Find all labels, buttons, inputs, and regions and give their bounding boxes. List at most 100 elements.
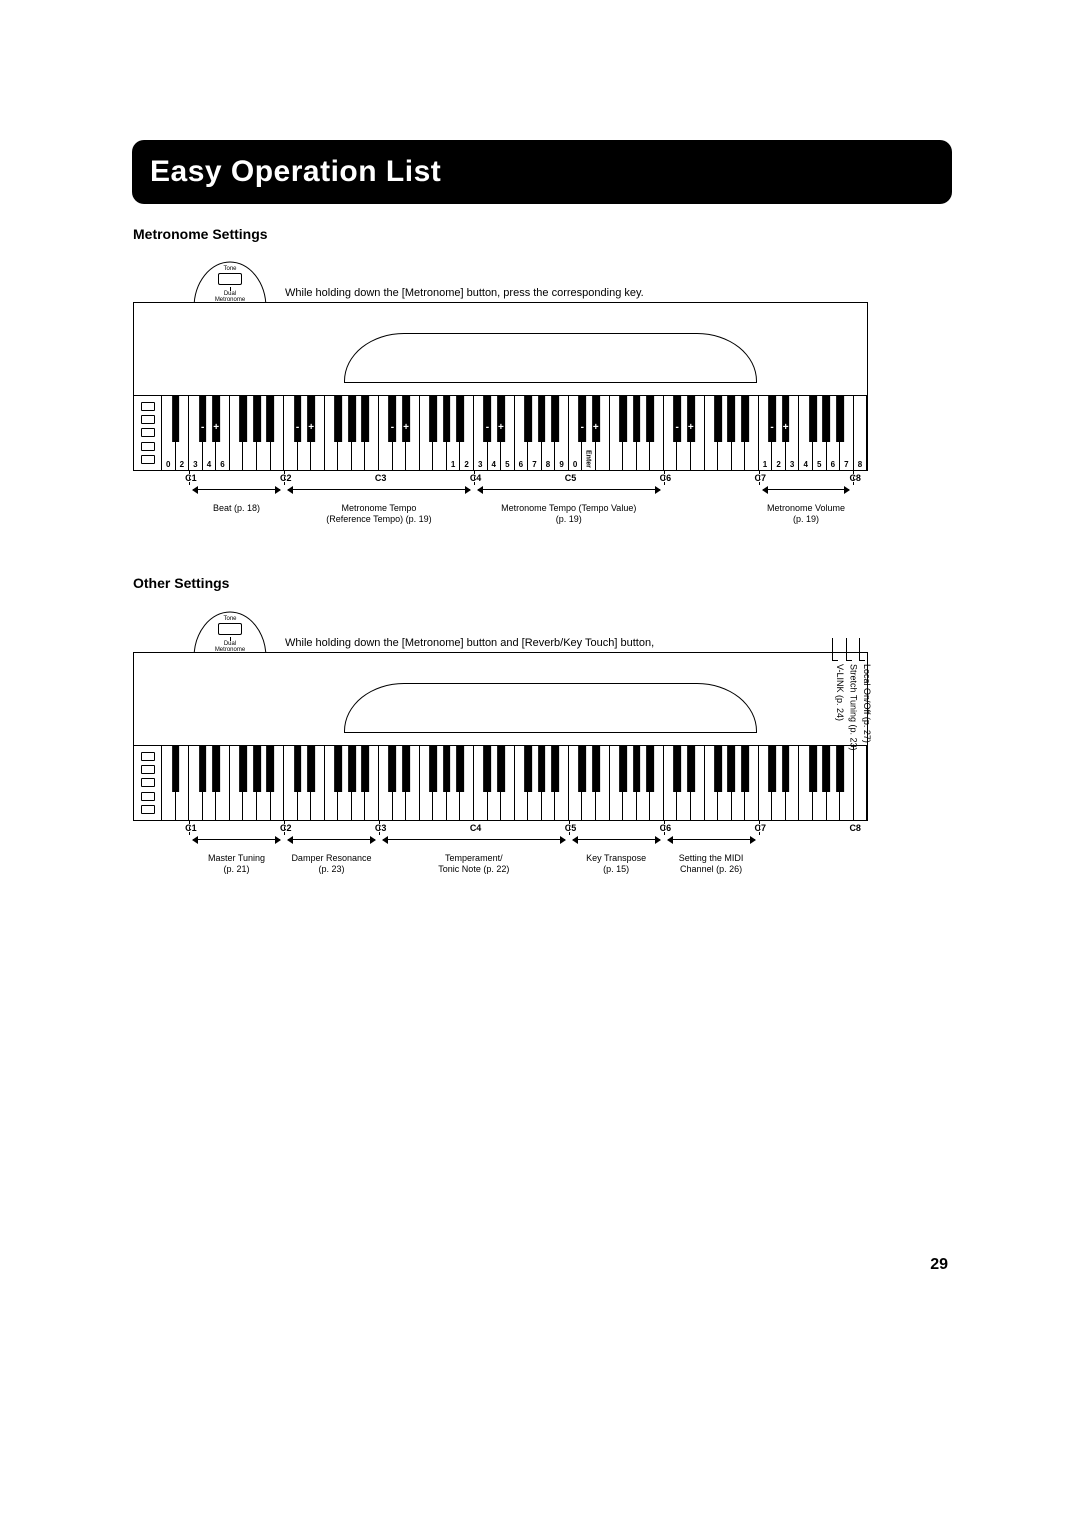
section1-heading: Metronome Settings [133, 226, 268, 242]
octave-label: C4 [470, 823, 482, 833]
tone-button-icon [218, 273, 242, 285]
minus-icon: - [484, 422, 492, 433]
plus-icon: + [497, 422, 505, 433]
black-key [361, 396, 369, 442]
page-title-bar: Easy Operation List [132, 140, 952, 204]
plus-icon: + [782, 422, 790, 433]
black-key [646, 396, 654, 442]
plus-icon: + [307, 422, 315, 433]
range-dash [189, 471, 190, 485]
white-key: 8 [854, 396, 868, 470]
white-key-label: 7 [528, 460, 541, 469]
manual-page: Easy Operation List Metronome Settings T… [0, 0, 1080, 1528]
range-arrow [478, 489, 660, 490]
range-label: Metronome Tempo (Tempo Value) (p. 19) [454, 503, 684, 526]
octave-label: C4 [470, 473, 482, 483]
range-arrow [668, 839, 755, 840]
black-key [307, 396, 315, 442]
range-dash [569, 821, 570, 835]
range-label: Setting the MIDI Channel (p. 26) [644, 853, 779, 876]
black-key [578, 396, 586, 442]
vertical-label: Local On/Off (p. 27) [861, 664, 872, 743]
white-key-label: 9 [555, 460, 568, 469]
vertical-leader-hook [846, 660, 852, 662]
octave-label: C1 [185, 473, 197, 483]
white-key-label: 5 [501, 460, 514, 469]
minus-icon: - [768, 422, 776, 433]
octave-label: C5 [565, 473, 577, 483]
octave-label: C8 [849, 823, 861, 833]
black-key [456, 396, 464, 442]
white-key-label: 0 [162, 460, 175, 469]
panel-btn-icon [141, 792, 155, 801]
music-stand-1 [344, 333, 757, 383]
range-dash [474, 471, 475, 485]
range-arrow [573, 839, 660, 840]
black-key [267, 396, 275, 442]
black-key [551, 396, 559, 442]
black-key [172, 396, 180, 442]
white-key-label: 0 [569, 460, 582, 469]
plus-icon: + [212, 422, 220, 433]
black-key [253, 396, 261, 442]
vertical-leader-hook [859, 660, 865, 662]
piano-diagram-2: C1C2C3C4C5C6C7C8 Master Tuning (p. 21)Da… [133, 652, 868, 827]
vertical-leader-line [832, 638, 834, 660]
arrow-row-1 [133, 485, 868, 503]
plus-icon: + [592, 422, 600, 433]
black-key [782, 396, 790, 442]
minus-icon: - [389, 422, 397, 433]
black-key [294, 396, 302, 442]
black-key [741, 396, 749, 442]
octave-label: C8 [849, 473, 861, 483]
black-key [809, 396, 817, 442]
black-key [334, 396, 342, 442]
range-dash [284, 821, 285, 835]
black-key [239, 396, 247, 442]
black-key [389, 396, 397, 442]
vertical-leader-line [846, 638, 848, 660]
white-key-label: 2 [772, 460, 785, 469]
panel-btn-icon [141, 428, 155, 437]
section1-instruction: While holding down the [Metronome] butto… [285, 286, 644, 301]
vertical-label: V-LINK (p. 24) [834, 664, 845, 721]
panel-btn-icon [141, 455, 155, 464]
white-key-label: 6 [515, 460, 528, 469]
plus-icon: + [687, 422, 695, 433]
left-control-panel-1 [134, 396, 162, 470]
range-label: Metronome Volume (p. 19) [739, 503, 874, 526]
minus-icon: - [673, 422, 681, 433]
black-key [402, 396, 410, 442]
piano-body-top-1 [133, 302, 868, 395]
black-key [673, 396, 681, 442]
black-key [348, 396, 356, 442]
white-key-label: 3 [474, 460, 487, 469]
panel-btn-icon [141, 805, 155, 814]
range-dash [189, 821, 190, 835]
range-dash [759, 471, 760, 485]
white-key-label: 6 [827, 460, 840, 469]
range-dash [759, 821, 760, 835]
range-dash [664, 471, 665, 485]
vertical-leader-line [859, 638, 861, 660]
section2-heading: Other Settings [133, 575, 229, 591]
panel-btn-icon [141, 402, 155, 411]
black-key [768, 396, 776, 442]
black-key [633, 396, 641, 442]
panel-btn-icon [141, 415, 155, 424]
black-key [728, 396, 736, 442]
black-key [714, 396, 722, 442]
white-key-label: 7 [840, 460, 853, 469]
white-key-label: 8 [854, 460, 867, 469]
octave-label: C2 [280, 823, 292, 833]
black-key [524, 396, 532, 442]
white-key-label: 1 [759, 460, 772, 469]
white-key-label: 4 [203, 460, 216, 469]
octave-label: C6 [660, 473, 672, 483]
black-key [443, 396, 451, 442]
range-arrow [383, 839, 565, 840]
black-key [687, 396, 695, 442]
white-key-label: 6 [216, 460, 229, 469]
range-dash [664, 821, 665, 835]
white-key-label: 8 [542, 460, 555, 469]
